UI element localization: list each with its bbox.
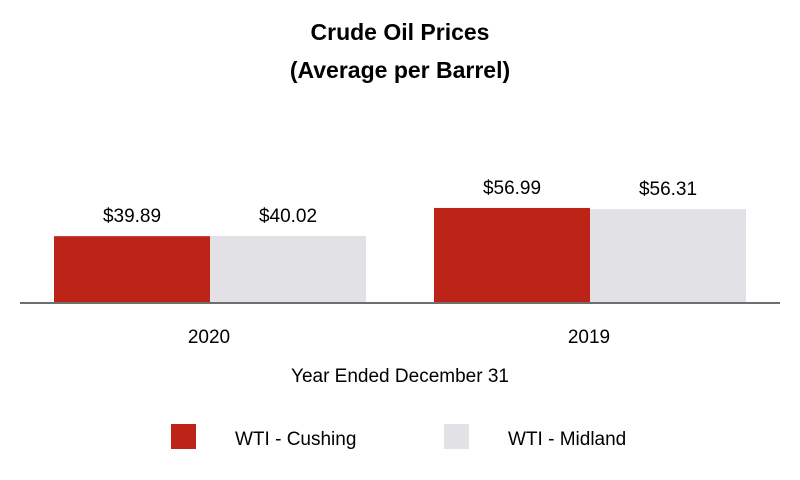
- legend-label-wti-cushing: WTI - Cushing: [235, 429, 356, 450]
- chart-title-line-1: Crude Oil Prices: [311, 19, 490, 45]
- bar-wti-cushing-2020: [54, 236, 210, 302]
- legend-label-wti-midland: WTI - Midland: [508, 429, 626, 450]
- bar-wti-midland-2020: [210, 235, 366, 302]
- bar-wti-midland-2019: [590, 209, 746, 302]
- legend-swatch-wti-cushing: [171, 424, 196, 449]
- bar-group: $39.89 $56.99 $40.02 $56.31: [54, 178, 746, 302]
- data-label-wti-cushing-2020: $39.89: [103, 206, 161, 227]
- x-tick-label-2019: 2019: [568, 327, 610, 348]
- bar-wti-cushing-2019: [434, 207, 590, 302]
- data-label-wti-midland-2020: $40.02: [259, 206, 317, 227]
- chart-title-line-2: (Average per Barrel): [290, 57, 510, 83]
- data-label-wti-midland-2019: $56.31: [639, 179, 697, 200]
- x-tick-label-2020: 2020: [188, 327, 230, 348]
- x-axis-title: Year Ended December 31: [291, 366, 509, 387]
- legend-swatch-wti-midland: [444, 424, 469, 449]
- data-label-wti-cushing-2019: $56.99: [483, 178, 541, 199]
